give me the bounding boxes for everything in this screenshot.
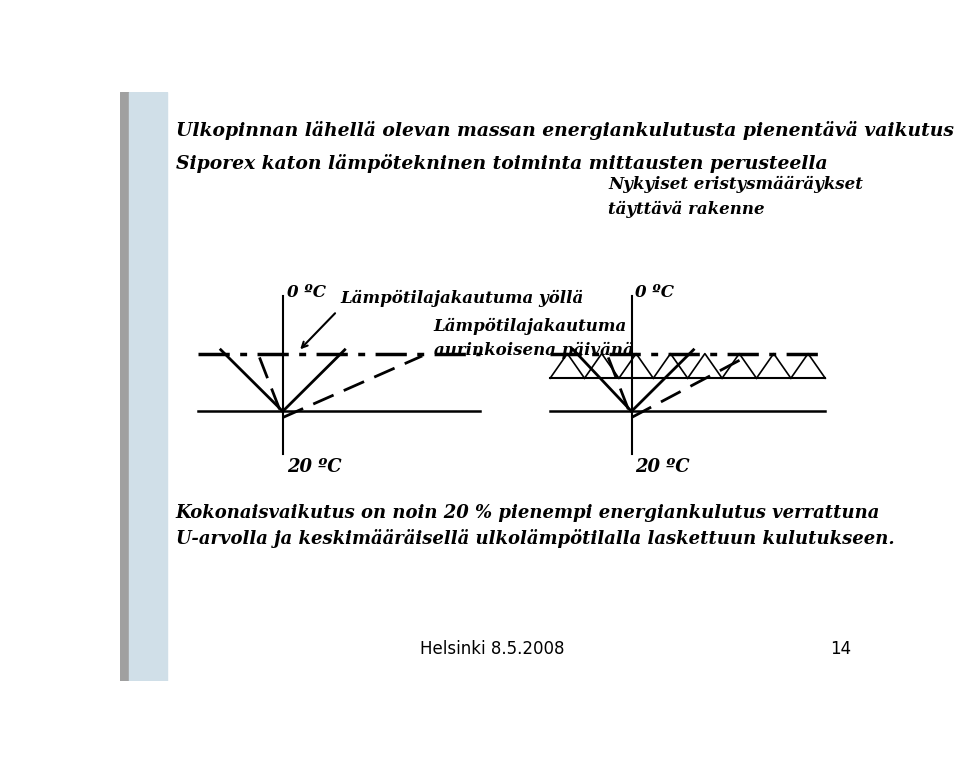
Text: Nykyiset eristysmääräykset
täyttävä rakenne: Nykyiset eristysmääräykset täyttävä rake…	[609, 176, 863, 218]
Bar	[120, 92, 130, 681]
Text: 20 ºC: 20 ºC	[287, 457, 341, 476]
Text: 14: 14	[830, 640, 852, 657]
Text: Lämpötilajakautuma
aurinkoisena päivänä: Lämpötilajakautuma aurinkoisena päivänä	[434, 317, 634, 359]
Text: U-arvolla ja keskimääräisellä ulkolämpötilalla laskettuun kulutukseen.: U-arvolla ja keskimääräisellä ulkolämpöt…	[176, 529, 895, 548]
Text: Ulkopinnan lähellä olevan massan energiankulutusta pienentävä vaikutus: Ulkopinnan lähellä olevan massan energia…	[176, 121, 953, 140]
Text: Lämpötilajakautuma yöllä: Lämpötilajakautuma yöllä	[341, 290, 584, 308]
Bar	[130, 92, 166, 681]
Text: 0 ºC: 0 ºC	[287, 285, 325, 301]
Text: 0 ºC: 0 ºC	[636, 285, 674, 301]
Text: Helsinki 8.5.2008: Helsinki 8.5.2008	[420, 640, 564, 657]
Text: Kokonaisvaikutus on noin 20 % pienempi energiankulutus verrattuna: Kokonaisvaikutus on noin 20 % pienempi e…	[176, 504, 880, 522]
Text: 20 ºC: 20 ºC	[636, 457, 690, 476]
Text: Siporex katon lämpötekninen toiminta mittausten perusteella: Siporex katon lämpötekninen toiminta mit…	[176, 154, 828, 173]
